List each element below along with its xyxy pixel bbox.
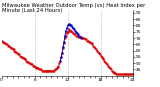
Text: Milwaukee Weather Outdoor Temp (vs) Heat Index per Minute (Last 24 Hours): Milwaukee Weather Outdoor Temp (vs) Heat… xyxy=(2,3,145,13)
